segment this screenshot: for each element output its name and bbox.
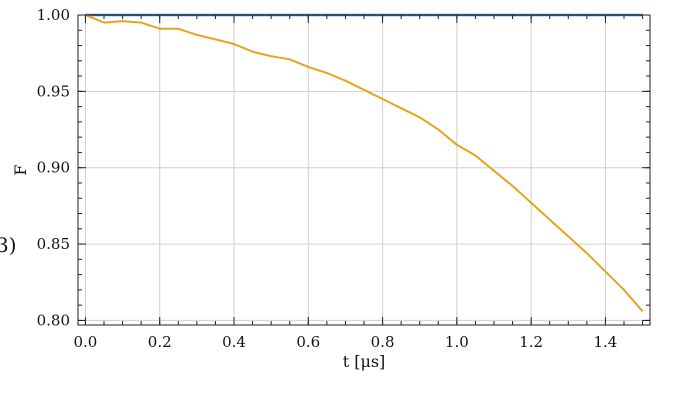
x-tick-label: 1.4 xyxy=(593,333,617,351)
series-group xyxy=(85,13,644,312)
panel-label: 3) xyxy=(0,233,17,257)
x-tick-label: 0.2 xyxy=(148,333,172,351)
x-tick-label: 0.8 xyxy=(371,333,395,351)
tick-labels: 0.0 0.2 0.4 0.6 0.8 1.0 1.2 1.4 0.80 0.85 0.90 0.95… xyxy=(37,6,618,351)
x-tick-label: 1.2 xyxy=(519,333,543,351)
x-tick-label: 0.4 xyxy=(222,333,246,351)
x-axis-label: t [μs] xyxy=(343,352,386,371)
y-tick-label: 0.85 xyxy=(37,235,70,253)
y-tick-label: 0.90 xyxy=(37,159,70,177)
series-line-2 xyxy=(85,14,644,312)
x-tick-label: 1.0 xyxy=(445,333,469,351)
ticks xyxy=(78,14,650,325)
x-tick-label: 0.0 xyxy=(73,333,97,351)
grid xyxy=(78,14,650,325)
x-tick-label: 0.6 xyxy=(296,333,320,351)
plot-frame xyxy=(77,14,651,326)
y-axis-label: F xyxy=(11,164,30,175)
y-tick-label: 1.00 xyxy=(37,6,70,24)
y-tick-label: 0.95 xyxy=(37,82,70,100)
y-tick-label: 0.80 xyxy=(37,311,70,329)
